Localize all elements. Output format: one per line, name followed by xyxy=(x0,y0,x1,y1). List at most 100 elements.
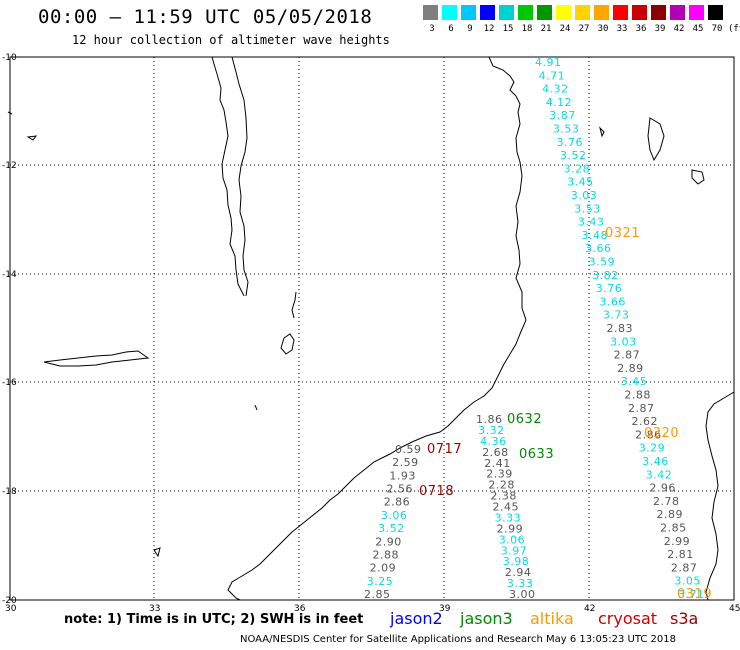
river-segment xyxy=(291,291,297,319)
wave-height-value: 2.38 xyxy=(490,490,517,503)
x-tick-label: 36 xyxy=(294,604,306,614)
legend-unit: (ft) xyxy=(728,24,740,34)
chart-title: 00:00 — 11:59 UTC 05/05/2018 xyxy=(38,6,373,28)
x-tick-label: 33 xyxy=(149,604,160,614)
wave-height-value: 2.81 xyxy=(667,548,694,561)
wave-height-value: 2.88 xyxy=(373,549,400,562)
legend-label: 30 xyxy=(597,24,609,34)
wave-height-value: 3.66 xyxy=(585,242,612,255)
footer-credit: NOAA/NESDIS Center for Satellite Applica… xyxy=(240,634,676,645)
legend-swatch xyxy=(423,5,438,20)
wave-height-value: 2.87 xyxy=(671,561,698,574)
wave-height-value: 3.76 xyxy=(557,136,584,149)
legend-swatch xyxy=(556,5,571,20)
wave-height-value: 3.33 xyxy=(507,577,534,590)
madagascar-coastline xyxy=(705,391,735,601)
wave-height-value: 2.86 xyxy=(635,428,662,441)
legend-swatch xyxy=(537,5,552,20)
small-lake xyxy=(254,404,258,411)
legend-label: 24 xyxy=(559,24,571,34)
legend-swatch xyxy=(708,5,723,20)
wave-height-value: 3.33 xyxy=(495,511,521,524)
y-tick-label: -12 xyxy=(2,161,17,171)
legend-swatch xyxy=(689,5,704,20)
legend-label: 70 xyxy=(711,24,723,34)
wave-height-value: 3.87 xyxy=(549,109,576,122)
wave-height-value: 4.91 xyxy=(535,56,562,69)
pass-time-labels: 0321 0632 0633 0717 0718 0320 0319 xyxy=(419,226,712,602)
wave-height-value: 3.76 xyxy=(596,282,623,295)
wave-height-value: 2.78 xyxy=(653,495,680,508)
y-tick-label: -18 xyxy=(2,487,17,497)
wave-height-value: 3.48 xyxy=(582,229,609,242)
legend-swatch xyxy=(632,5,647,20)
cahora-bassa-lake xyxy=(43,350,150,367)
wave-height-value: 3.32 xyxy=(478,424,505,437)
wave-height-value: 4.71 xyxy=(539,69,566,82)
island xyxy=(647,117,665,162)
wave-height-value: 2.45 xyxy=(493,501,520,514)
wave-height-value: 3.45 xyxy=(621,375,648,388)
wave-height-value: 3.53 xyxy=(553,123,580,136)
wave-height-value: 2.83 xyxy=(607,322,634,335)
chart-subtitle: 12 hour collection of altimeter wave hei… xyxy=(72,33,390,47)
wave-height-value: 3.03 xyxy=(610,335,637,348)
small-lake xyxy=(26,135,38,141)
wave-height-value: 3.03 xyxy=(571,189,598,202)
wave-height-value: 4.12 xyxy=(546,96,573,109)
wave-height-value: 2.99 xyxy=(497,522,523,535)
wave-height-value: 2.86 xyxy=(384,496,411,509)
satellite-jason2: jason2 xyxy=(390,609,443,628)
lake-malawi-west-shore xyxy=(211,56,245,297)
lake-chilwa xyxy=(280,333,295,355)
wave-height-value: 3.42 xyxy=(646,468,673,481)
legend-label: 15 xyxy=(502,24,514,34)
pass-time-label: 0717 xyxy=(427,442,462,457)
wave-height-value: 2.85 xyxy=(364,588,391,601)
gridlines xyxy=(10,57,734,600)
wave-height-value: 2.56 xyxy=(387,483,414,496)
legend-label: 3 xyxy=(429,24,435,34)
wave-height-value: 2.39 xyxy=(486,468,513,481)
small-lake xyxy=(153,547,161,558)
legend-label: 9 xyxy=(467,24,473,34)
wave-height-value: 3.52 xyxy=(378,522,405,535)
legend-label: 21 xyxy=(540,24,552,34)
wave-height-value: 0.59 xyxy=(395,443,422,456)
satellite-altika: altika xyxy=(530,609,574,628)
wave-height-value: 2.87 xyxy=(614,349,641,362)
y-tick-label: -10 xyxy=(2,53,17,63)
legend-label: 42 xyxy=(673,24,685,34)
wave-height-value: 2.68 xyxy=(482,446,509,459)
pass-time-label: 0633 xyxy=(519,447,554,462)
legend-label: 45 xyxy=(692,24,704,34)
y-tick-label: -16 xyxy=(2,378,17,388)
footer-note: note: 1) Time is in UTC; 2) SWH is in fe… xyxy=(64,612,364,627)
legend-label: 18 xyxy=(521,24,533,34)
wave-height-value: 3.00 xyxy=(509,588,536,601)
wave-height-value: 3.05 xyxy=(674,575,701,588)
legend-swatch xyxy=(613,5,628,20)
y-tick-label: -14 xyxy=(2,270,17,280)
wave-height-value: 2.62 xyxy=(632,415,659,428)
wave-height-value: 2.28 xyxy=(488,479,515,492)
x-tick-label: 39 xyxy=(439,604,451,614)
x-tick-label: 42 xyxy=(584,604,595,614)
legend-swatch xyxy=(651,5,666,20)
wave-height-value: 2.85 xyxy=(660,522,687,535)
wave-height-value: 2.41 xyxy=(484,457,511,470)
legend-swatch xyxy=(575,5,590,20)
legend-swatch xyxy=(461,5,476,20)
wave-height-value: 2.96 xyxy=(649,482,676,495)
wave-height-value: 3.59 xyxy=(589,256,616,269)
legend-label: 27 xyxy=(578,24,590,34)
lake-malawi-east-shore xyxy=(231,56,249,297)
wave-height-value: 3.46 xyxy=(642,455,669,468)
wave-height-value: 2.09 xyxy=(370,562,397,575)
wave-height-value: 3.98 xyxy=(503,555,530,568)
wave-height-value: 3.97 xyxy=(501,544,528,557)
wave-height-value: 3.71 xyxy=(678,588,705,601)
legend-swatch xyxy=(499,5,514,20)
